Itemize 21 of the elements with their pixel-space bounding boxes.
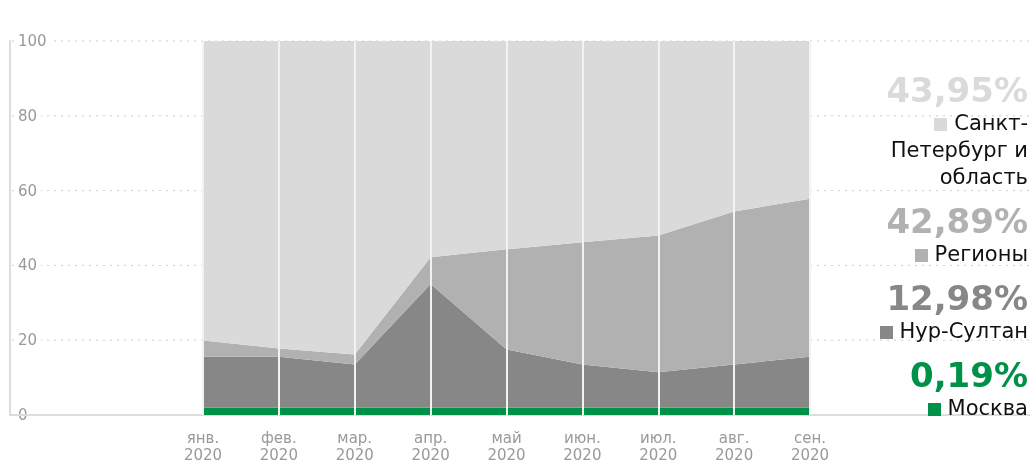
x-tick-label: фев. 2020 <box>259 428 298 463</box>
legend-label: Москва <box>947 396 1028 420</box>
y-tick-label: 80 <box>18 106 38 125</box>
y-tick-label: 40 <box>18 256 38 275</box>
text: 42,89% <box>885 201 1028 241</box>
legend-label: Санкт-Петербург и область <box>890 111 1028 189</box>
text: 12,98% <box>885 278 1028 318</box>
x-tick-label: апр. 2020 <box>411 428 450 463</box>
text: 0,19% <box>909 355 1028 395</box>
x-tick-label: янв. 2020 <box>183 428 223 463</box>
x-tick-label: авг. 2020 <box>715 428 754 463</box>
y-tick-label: 20 <box>18 331 38 350</box>
x-tick-label: июн. 2020 <box>563 428 602 463</box>
x-tick-label: июл. 2020 <box>639 428 678 463</box>
legend-label: Регионы <box>934 242 1028 266</box>
y-tick-label: 60 <box>18 181 38 200</box>
legend-label: Нур-Султан <box>899 319 1028 343</box>
y-tick-label: 100 <box>18 32 47 50</box>
x-tick-label: май 2020 <box>487 428 526 463</box>
x-tick-label: сен. 2020 <box>790 428 830 463</box>
x-tick-label: мар. 2020 <box>335 428 374 463</box>
